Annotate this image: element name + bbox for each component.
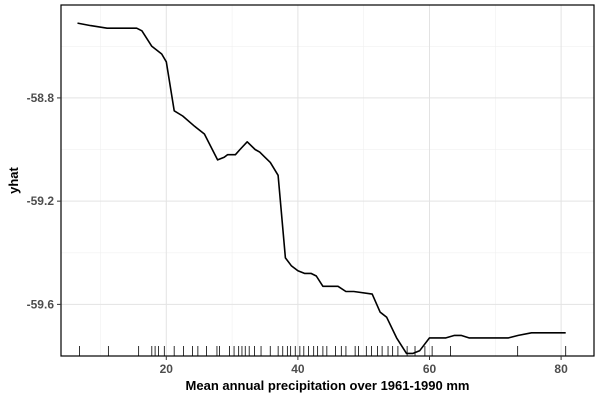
x-tick-label: 40 xyxy=(291,362,305,376)
y-tick-label: -59.2 xyxy=(27,194,55,208)
x-tick-label: 60 xyxy=(423,362,437,376)
x-axis: 20 40 60 80 xyxy=(160,356,568,376)
series-layer xyxy=(77,22,566,355)
y-axis: -58.8 -59.2 -59.6 xyxy=(27,91,61,311)
rug-marks xyxy=(79,346,567,356)
y-tick-label: -58.8 xyxy=(27,91,55,105)
x-axis-title: Mean annual precipitation over 1961-1990… xyxy=(186,378,470,393)
grid xyxy=(61,5,594,356)
x-tick-label: 80 xyxy=(554,362,568,376)
series-line xyxy=(77,22,566,355)
y-axis-title: yhat xyxy=(6,166,21,193)
y-tick-label: -59.6 xyxy=(27,297,55,311)
x-tick-label: 20 xyxy=(160,362,174,376)
panel-border xyxy=(60,4,595,357)
